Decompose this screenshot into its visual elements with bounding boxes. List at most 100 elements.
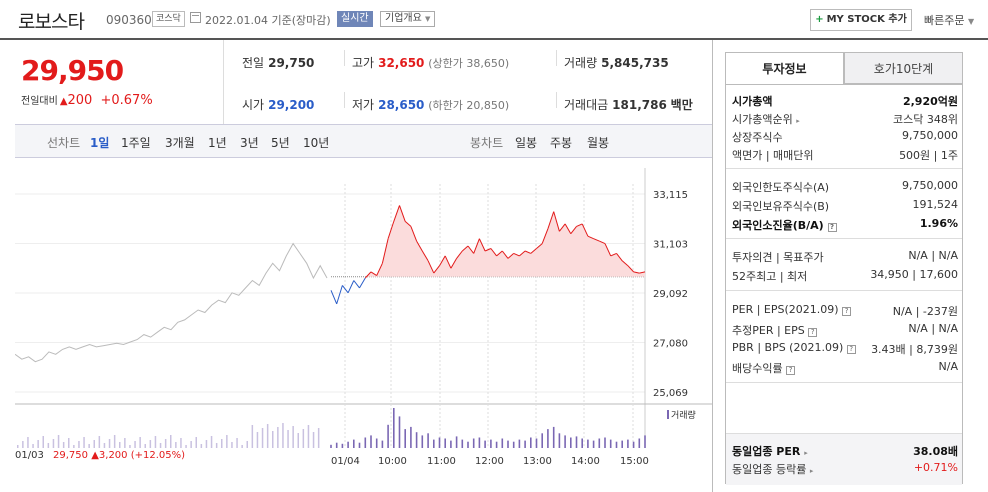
- prev-volume-bar: [287, 430, 289, 448]
- info-tabs: 투자정보 호가10단계: [725, 52, 963, 84]
- industry-per-text: 동일업종 PER: [732, 445, 801, 458]
- quick-order-button[interactable]: 빠른주문 ▼: [924, 12, 974, 28]
- intraday-line-segment: [359, 277, 366, 289]
- stock-name: 로보스타: [18, 11, 85, 33]
- shares-row: 상장주식수 9,750,000: [732, 129, 958, 147]
- prev-volume-bar: [17, 445, 19, 448]
- pbr-row: PBR | BPS (2021.09) ? 3.43배 | 8,739원: [732, 341, 958, 359]
- volume-bar: [575, 436, 578, 448]
- invest-info-table: 시가총액 2,920억원 시가총액순위 ▸ 코스닥 348위 상장주식수 9,750,…: [725, 84, 963, 485]
- volume-bar: [421, 435, 424, 448]
- help-icon[interactable]: ?: [827, 223, 837, 232]
- market-badge: 코스닥: [152, 11, 185, 27]
- prev-volume-bar: [261, 428, 264, 448]
- prev-volume-bar: [119, 442, 121, 448]
- period-3m[interactable]: 3개월: [165, 136, 195, 150]
- period-1w[interactable]: 1주일: [121, 136, 151, 150]
- volume-bar: [495, 441, 498, 448]
- stock-header: 로보스타 090360 코스닥 2022.01.04 기준(장마감) 실시간 기…: [0, 0, 988, 40]
- volume-bar: [604, 437, 606, 448]
- y-tick-label: 31,103: [653, 240, 688, 251]
- period-10y[interactable]: 10년: [303, 136, 330, 150]
- intraday-line-segment: [547, 211, 555, 229]
- volume-swatch: [667, 410, 669, 419]
- prev-volume-bar: [129, 445, 131, 448]
- volume-value: 5,845,735: [601, 56, 669, 70]
- intraday-line-segment: [627, 265, 634, 273]
- industry-rate-row[interactable]: 동일업종 등락률 ▸ +0.71%: [732, 461, 958, 479]
- market-cap-rank-row[interactable]: 시가총액순위 ▸ 코스닥 348위: [732, 111, 958, 129]
- intraday-line-segment: [559, 223, 566, 232]
- prev-volume-bar: [215, 443, 218, 448]
- candle-daily[interactable]: 일봉: [515, 136, 538, 150]
- low-price: 저가 28,650 (하한가 20,850): [352, 96, 509, 113]
- week52-label: 52주최고 | 최저: [732, 270, 808, 283]
- prev-volume-bar: [27, 437, 29, 448]
- volume-bar: [501, 438, 504, 448]
- price-change: 전일대비 ▲200 +0.67%: [21, 92, 153, 108]
- volume-bar: [570, 437, 572, 448]
- help-icon[interactable]: ?: [786, 366, 796, 375]
- pbr-text: PBR | BPS (2021.09): [732, 341, 844, 354]
- add-mystock-button[interactable]: + MY STOCK 추가: [810, 9, 912, 31]
- est-per-label: 추정PER | EPS ?: [732, 322, 818, 338]
- pbr-value: 3.43배 | 8,739원: [871, 343, 958, 356]
- intraday-line-segment: [593, 238, 600, 242]
- period-1y[interactable]: 1년: [208, 136, 227, 150]
- y-tick-label: 25,069: [653, 388, 688, 399]
- prev-volume-bar: [170, 435, 172, 448]
- intraday-line-segment: [639, 271, 646, 274]
- volume-bar: [427, 433, 429, 448]
- prev-volume-bar: [139, 437, 141, 448]
- help-icon[interactable]: ?: [846, 345, 856, 354]
- current-price: 29,950: [21, 54, 124, 87]
- prev-volume-bar: [246, 441, 248, 448]
- candle-weekly[interactable]: 주봉: [550, 136, 573, 150]
- tab-hoga[interactable]: 호가10단계: [844, 52, 963, 84]
- prev-volume-bar: [185, 445, 187, 448]
- period-5y[interactable]: 5년: [271, 136, 290, 150]
- volume-bar: [353, 439, 355, 448]
- intraday-line-segment: [450, 258, 458, 269]
- volume-bar: [518, 439, 521, 448]
- help-icon[interactable]: ?: [808, 328, 818, 337]
- prev-day-change: 3,200: [98, 450, 128, 461]
- volume-bar: [615, 441, 618, 448]
- intraday-line-segment: [570, 226, 577, 235]
- volume-bar: [638, 438, 641, 448]
- candle-monthly[interactable]: 월봉: [587, 136, 610, 150]
- open-label: 시가: [242, 98, 265, 112]
- face-value-label: 액면가 | 매매단위: [732, 149, 814, 162]
- opinion-row: 투자의견 | 목표주가 N/A | N/A: [732, 249, 958, 267]
- dividend-label: 배당수익률 ?: [732, 360, 796, 376]
- prev-volume-bar: [134, 441, 136, 448]
- tab-invest-info[interactable]: 투자정보: [725, 52, 844, 84]
- intraday-line-segment: [478, 238, 486, 252]
- intraday-line-segment: [564, 223, 572, 234]
- prev-volume-bar: [42, 436, 44, 448]
- x-tick-label: 15:00: [620, 456, 649, 467]
- change-percent: +0.67%: [100, 93, 153, 108]
- period-3y[interactable]: 3년: [240, 136, 259, 150]
- period-1d[interactable]: 1일: [90, 136, 110, 150]
- help-icon[interactable]: ?: [842, 307, 852, 316]
- prev-volume-bar: [256, 432, 259, 448]
- company-info-button[interactable]: 기업개요 ▼: [380, 11, 436, 27]
- intraday-line-segment: [541, 228, 549, 244]
- per-row: PER | EPS(2021.09) ? N/A | -237원: [732, 303, 958, 321]
- week52-value: 34,950 | 17,600: [870, 268, 958, 281]
- chevron-right-icon: ▸: [809, 467, 814, 475]
- volume-bar: [358, 442, 361, 448]
- opinion-value: N/A | N/A: [908, 249, 958, 262]
- realtime-button[interactable]: 실시간: [337, 11, 373, 27]
- amount-label: 거래대금: [564, 98, 609, 112]
- industry-per-row[interactable]: 동일업종 PER ▸ 38.08배: [732, 443, 958, 461]
- chevron-right-icon: ▸: [796, 117, 800, 125]
- calendar-icon: [190, 12, 201, 23]
- intraday-line-segment: [519, 250, 526, 257]
- volume-bar: [552, 426, 555, 448]
- volume-bar: [564, 435, 566, 448]
- prev-volume-bar: [251, 425, 254, 448]
- x-tick-label: 01/04: [331, 456, 360, 467]
- chevron-right-icon: ▸: [804, 449, 808, 457]
